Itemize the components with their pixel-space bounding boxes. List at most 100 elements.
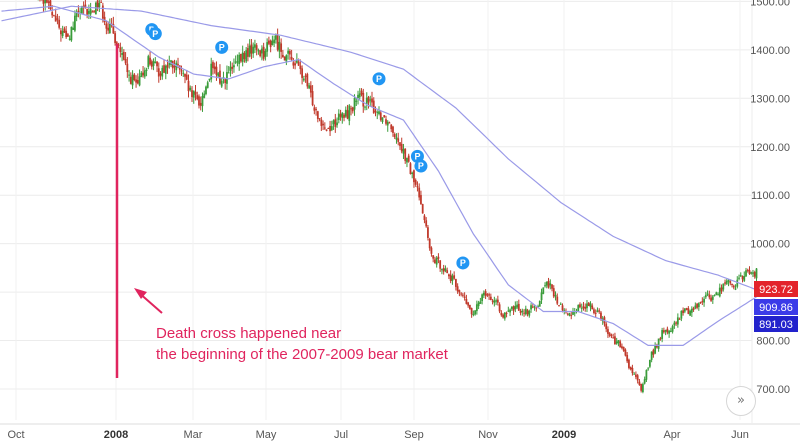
candle-body	[453, 275, 456, 279]
p-marker[interactable]: P	[148, 27, 162, 41]
candle-body	[355, 100, 358, 102]
scroll-to-latest-button[interactable]: »	[726, 386, 756, 416]
candle-body	[559, 303, 562, 305]
candle-body	[586, 303, 588, 309]
candle-body	[448, 274, 450, 277]
candle-body	[46, 0, 48, 3]
candle-body	[217, 73, 220, 77]
candle-body	[226, 72, 228, 84]
candle-body	[108, 23, 111, 34]
candle-body	[650, 351, 653, 360]
p-marker[interactable]: P	[414, 159, 428, 173]
candle-body	[697, 303, 700, 308]
candle-body	[468, 304, 471, 309]
candle-body	[661, 330, 664, 339]
p-marker-circle	[215, 40, 229, 54]
candle-body	[722, 283, 725, 290]
candle-body	[657, 338, 660, 349]
candle-body	[458, 290, 461, 293]
candle-body	[346, 110, 349, 119]
candle-body	[140, 72, 143, 78]
candle-body	[332, 120, 335, 125]
candle-body	[63, 28, 66, 33]
y-tick-label: 1300.00	[750, 93, 790, 105]
candle-body	[105, 23, 108, 29]
price-tag-bg	[754, 299, 798, 315]
candle-body	[652, 349, 655, 355]
candle-body	[371, 98, 373, 103]
candle-body	[166, 64, 169, 68]
candle-body	[715, 292, 718, 295]
candle-body	[699, 301, 702, 303]
candle-body	[706, 293, 709, 295]
candle-body	[80, 6, 83, 14]
candle-body	[736, 279, 739, 287]
candle-body	[133, 74, 136, 80]
p-marker[interactable]: P	[372, 72, 386, 86]
p-marker-circle	[456, 256, 470, 270]
candle-body	[561, 305, 564, 311]
x-tick-label: Jul	[334, 429, 348, 441]
candle-body	[444, 268, 447, 271]
candle-body	[540, 292, 543, 301]
candle-body	[711, 296, 714, 300]
candle-body	[119, 47, 122, 53]
candle-body	[655, 345, 658, 348]
candle-body	[629, 366, 632, 370]
candle-body	[732, 285, 735, 288]
candle-body	[353, 98, 356, 110]
candle-body	[364, 106, 366, 108]
p-marker[interactable]: P	[456, 256, 470, 270]
x-tick-label: Sep	[404, 429, 424, 441]
candle-body	[509, 309, 511, 313]
candle-body	[671, 326, 674, 332]
candle-body	[568, 313, 571, 316]
candle-body	[156, 61, 158, 67]
candle-body	[617, 340, 620, 344]
candle-body	[262, 46, 265, 59]
candle-body	[441, 269, 443, 271]
candle-body	[605, 323, 608, 330]
candle-body	[142, 72, 144, 76]
candle-body	[692, 308, 695, 310]
price-tag-bg	[754, 316, 798, 332]
candle-body	[94, 2, 97, 15]
candle-body	[547, 281, 550, 288]
candle-body	[666, 328, 669, 333]
p-marker[interactable]: P	[215, 40, 229, 54]
y-tick-label: 1200.00	[750, 142, 790, 154]
candle-body	[489, 296, 492, 300]
candle-body	[327, 128, 330, 130]
candle-body	[288, 50, 291, 55]
p-marker-text: P	[376, 74, 382, 84]
candle-body	[538, 300, 541, 307]
candle-body	[589, 303, 592, 308]
candle-body	[584, 306, 587, 309]
sma-long-line	[1, 5, 757, 291]
candle-body	[101, 5, 104, 19]
candle-body	[474, 310, 477, 315]
x-tick-label: 2009	[552, 429, 576, 441]
x-tick-label: Jun	[731, 429, 749, 441]
candle-body	[594, 312, 597, 314]
candle-body	[385, 119, 387, 124]
candle-body	[498, 304, 501, 312]
candle-body	[739, 275, 742, 277]
candle-body	[302, 78, 305, 81]
candle-body	[215, 66, 218, 75]
candle-body	[283, 56, 286, 61]
candle-body	[98, 3, 101, 8]
candle-body	[306, 73, 309, 87]
candle-body	[271, 40, 274, 46]
candle-body	[164, 65, 167, 74]
p-marker-text: P	[460, 258, 466, 268]
candle-body	[454, 279, 457, 287]
candle-body	[135, 79, 137, 83]
candle-body	[96, 0, 99, 9]
candle-body	[372, 100, 375, 114]
candle-body	[115, 42, 118, 45]
candle-body	[420, 195, 422, 205]
candle-body	[418, 187, 421, 198]
x-tick-label: Mar	[184, 429, 203, 441]
candle-body	[72, 27, 75, 30]
